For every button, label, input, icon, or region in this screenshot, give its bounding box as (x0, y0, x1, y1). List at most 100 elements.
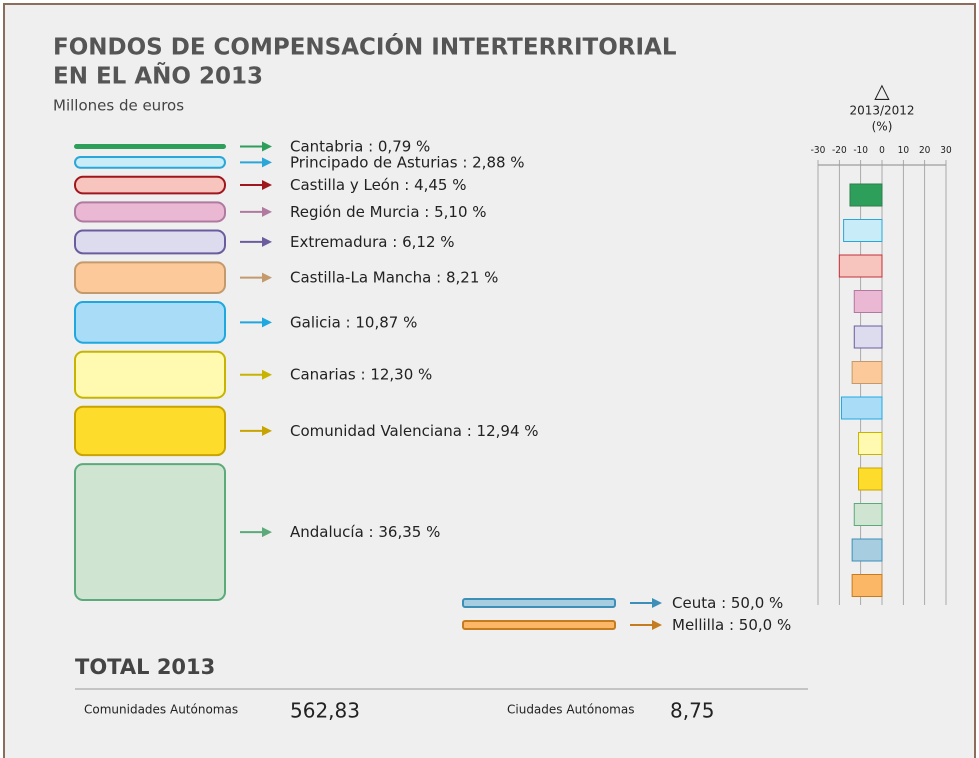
x-tick-label: 10 (898, 145, 910, 156)
label-part: 36,35 % (378, 523, 440, 541)
label-part: Canarias (290, 365, 356, 383)
share-box (74, 301, 226, 344)
bar (851, 538, 883, 562)
label-part: : (420, 202, 435, 220)
box-label: Región de Murcia : 5,10 % (290, 202, 487, 220)
label-part: : (364, 523, 379, 541)
box-label: Castilla-La Mancha : 8,21 % (290, 268, 498, 286)
arrow-head (262, 527, 272, 538)
label-part: 2,88 % (472, 153, 524, 171)
share-box (74, 463, 226, 602)
label-part: : (356, 365, 371, 383)
label-part: Andalucía (290, 523, 364, 541)
x-tick-label: -10 (853, 145, 868, 156)
x-tick-label: 0 (879, 145, 885, 156)
total-label: Comunidades Autónomas (84, 703, 238, 717)
box-label: Canarias : 12,30 % (290, 365, 432, 383)
label-part: Cantabria (290, 137, 363, 155)
arrow-head (262, 425, 272, 436)
label-part: : (462, 421, 477, 439)
share-box (462, 598, 616, 608)
subtitle: Millones de euros (53, 97, 184, 115)
share-box (74, 144, 226, 149)
bar (851, 361, 883, 384)
label-part: Castilla y León (290, 176, 399, 194)
label-part: 8,21 % (446, 268, 498, 286)
bar (858, 432, 883, 455)
label-part: Ceuta (672, 594, 716, 612)
label-part: Comunidad Valenciana (290, 421, 462, 439)
label-part: 0,79 % (378, 137, 430, 155)
label-part: : (716, 594, 731, 612)
label-part: Castilla-La Mancha (290, 268, 431, 286)
bar (853, 325, 883, 349)
label-part: 10,87 % (355, 313, 417, 331)
title-line: FONDOS DE COMPENSACIÓN INTERTERRITORIAL (53, 33, 677, 61)
bar (853, 503, 883, 526)
box-label: Comunidad Valenciana : 12,94 % (290, 421, 539, 439)
bar (858, 467, 883, 491)
bar (851, 574, 883, 597)
label-part: Región de Murcia (290, 202, 420, 220)
label-part: : (458, 153, 473, 171)
share-box (74, 405, 226, 457)
arrow-head (652, 620, 662, 630)
label-part: : (341, 313, 356, 331)
share-box (74, 155, 226, 169)
label-part: : (724, 616, 739, 634)
x-tick-label: -20 (832, 145, 847, 156)
box-label: Galicia : 10,87 % (290, 313, 417, 331)
arrow-head (262, 272, 272, 283)
arrow-head (262, 236, 272, 247)
label-part: 6,12 % (402, 232, 454, 250)
variation-unit: (%) (872, 120, 893, 134)
label-part: Extremadura (290, 232, 388, 250)
label-part: Galicia (290, 313, 341, 331)
total-value: 562,83 (290, 699, 360, 723)
box-label: Principado de Asturias : 2,88 % (290, 153, 525, 171)
label-part: 50,0 % (739, 616, 791, 634)
bar (840, 396, 883, 420)
label-part: Mellilla (672, 616, 724, 634)
arrow-head (262, 317, 272, 328)
delta-symbol: △ (874, 79, 890, 103)
share-box (74, 261, 226, 295)
bar (838, 254, 883, 278)
x-tick-label: 30 (940, 145, 952, 156)
bar (849, 183, 883, 207)
x-tick-label: -30 (811, 145, 826, 156)
box-label: Castilla y León : 4,45 % (290, 176, 467, 194)
label-part: 4,45 % (414, 176, 466, 194)
arrow-head (262, 157, 272, 168)
total-value: 8,75 (670, 699, 715, 723)
label-part: : (388, 232, 403, 250)
label-part: : (399, 176, 414, 194)
share-box (74, 350, 226, 399)
label-part: Principado de Asturias (290, 153, 458, 171)
bar (853, 290, 883, 313)
box-label: Extremadura : 6,12 % (290, 232, 455, 250)
box-label: Andalucía : 36,35 % (290, 523, 440, 541)
arrow-head (652, 598, 662, 608)
box-label: Ceuta : 50,0 % (672, 594, 783, 612)
share-box (74, 201, 226, 223)
label-part: 12,30 % (370, 365, 432, 383)
label-part: 5,10 % (434, 202, 486, 220)
arrow-head (262, 180, 272, 191)
share-box (462, 620, 616, 630)
total-title: TOTAL 2013 (75, 655, 215, 679)
arrow-head (262, 141, 272, 152)
arrow-head (262, 206, 272, 217)
label-part: : (363, 137, 378, 155)
label-part: 12,94 % (477, 421, 539, 439)
box-label: Mellilla : 50,0 % (672, 616, 791, 634)
total-label: Ciudades Autónomas (507, 703, 634, 717)
title-line: EN EL AÑO 2013 (53, 62, 263, 90)
box-label: Cantabria : 0,79 % (290, 137, 430, 155)
share-box (74, 175, 226, 195)
x-tick-label: 20 (919, 145, 931, 156)
label-part: : (431, 268, 446, 286)
arrow-head (262, 369, 272, 380)
label-part: 50,0 % (731, 594, 783, 612)
